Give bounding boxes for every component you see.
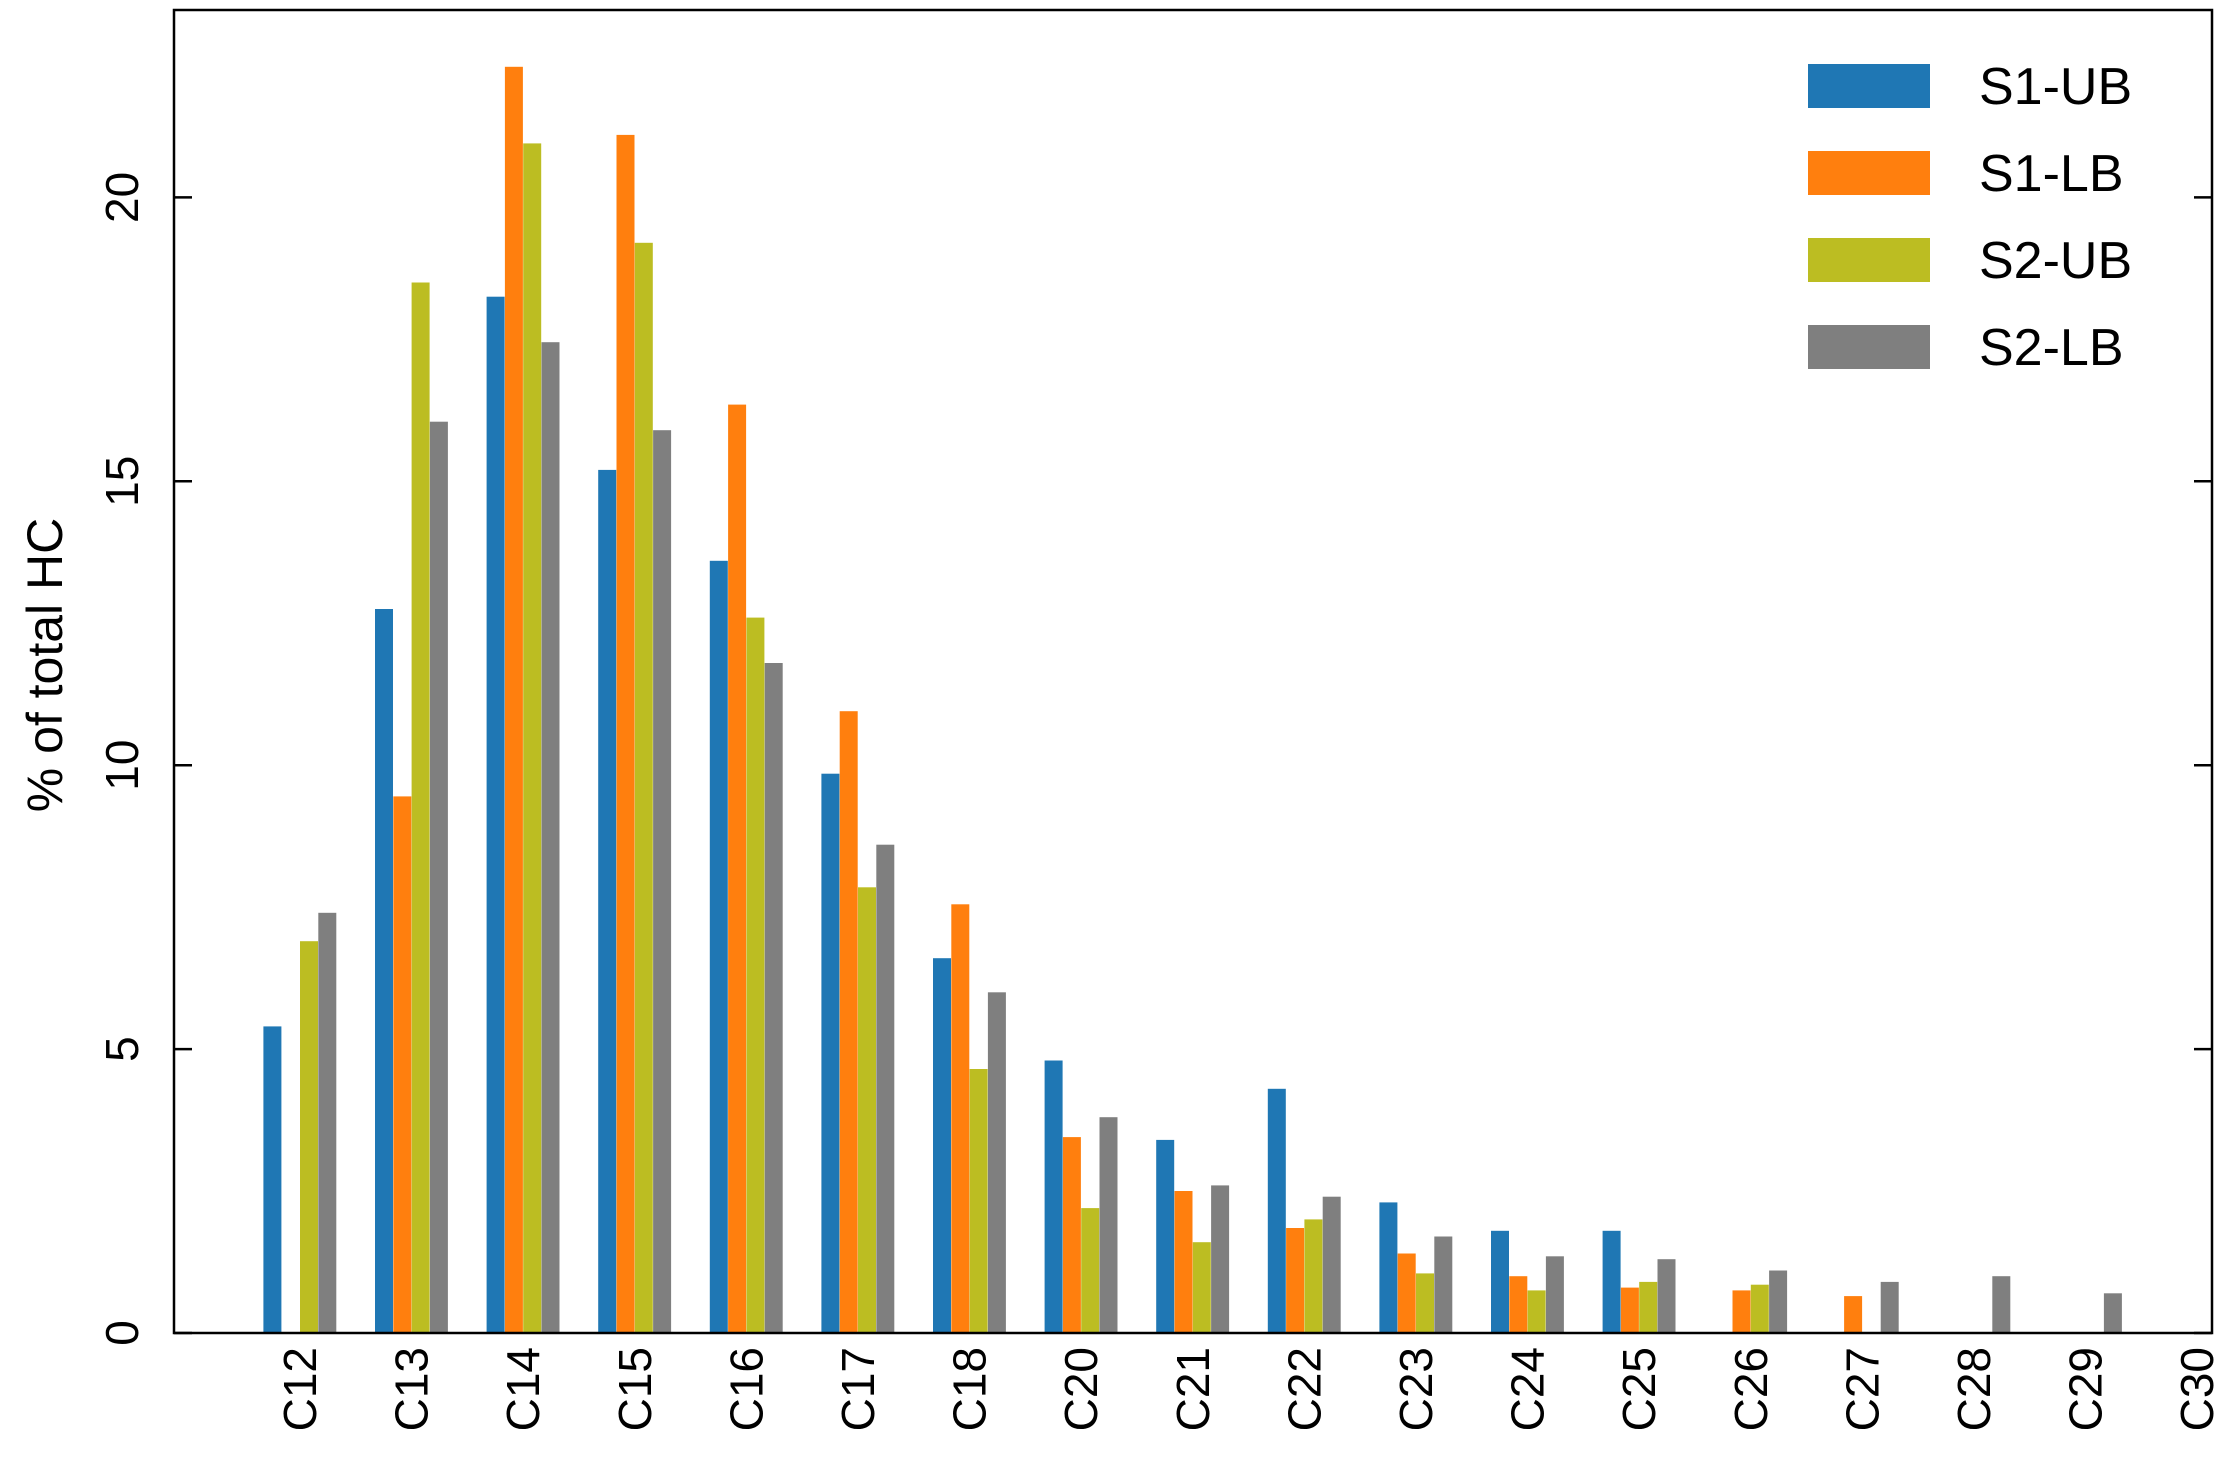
legend-label-s1-lb: S1-LB <box>1979 145 2124 203</box>
bar-s1-lb-c26 <box>1732 1290 1751 1333</box>
x-tick-label-c22: C22 <box>1278 1347 1330 1431</box>
legend-swatch-s2-ub <box>1808 238 1930 282</box>
bar-s2-ub-c14 <box>523 143 542 1333</box>
legend-label-s2-ub: S2-UB <box>1979 232 2132 290</box>
bar-s1-lb-c16 <box>728 404 747 1334</box>
x-tick-label-c28: C28 <box>1948 1347 2000 1431</box>
x-tick-label-c17: C17 <box>832 1347 884 1431</box>
bar-s1-ub-c12 <box>263 1026 282 1333</box>
axes-layer: 0 5 10 15 20 C12 C13 C14 C15 C16 C17 C18 C20 C21 C22 C2… <box>96 8 2220 1431</box>
bar-s2-lb-c14 <box>541 342 560 1333</box>
bar-s1-ub-c20 <box>1044 1060 1063 1333</box>
y-axis-label: % of total HC <box>17 518 73 813</box>
bar-s2-lb-c25 <box>1657 1259 1676 1333</box>
bar-s2-lb-c21 <box>1211 1185 1230 1333</box>
legend-swatch-s1-lb <box>1808 151 1930 195</box>
x-tick-label-c25: C25 <box>1613 1347 1665 1431</box>
bar-s2-lb-c27 <box>1880 1281 1899 1333</box>
x-tick-label-c16: C16 <box>720 1347 772 1431</box>
y-tick-label: 5 <box>96 1036 148 1062</box>
bar-s2-ub-c25 <box>1639 1281 1658 1333</box>
bar-s2-lb-c16 <box>764 663 783 1333</box>
x-tick-label-c30: C30 <box>2171 1347 2220 1431</box>
bar-s1-ub-c23 <box>1379 1202 1398 1333</box>
bar-s2-ub-c12 <box>300 941 318 1333</box>
bar-s2-ub-c18 <box>969 1069 988 1333</box>
bar-s1-ub-c25 <box>1602 1230 1621 1333</box>
x-tick-label-c24: C24 <box>1502 1347 1554 1431</box>
y-tick-label: 15 <box>96 456 148 507</box>
x-tick-label-c27: C27 <box>1836 1347 1888 1431</box>
y-tick-label: 0 <box>96 1320 148 1346</box>
bar-s1-lb-c23 <box>1397 1253 1416 1333</box>
bar-s2-lb-c13 <box>429 421 448 1333</box>
bar-s1-ub-c21 <box>1156 1139 1175 1333</box>
bar-s1-lb-c15 <box>616 134 635 1333</box>
y-tick-label: 10 <box>96 740 148 791</box>
bar-s2-lb-c26 <box>1769 1270 1788 1333</box>
bar-s1-ub-c14 <box>486 296 505 1334</box>
bar-s2-lb-c17 <box>876 844 895 1333</box>
legend-label-s1-ub: S1-UB <box>1979 58 2132 116</box>
bar-s2-ub-c22 <box>1304 1219 1323 1333</box>
bar-s1-ub-c18 <box>933 958 951 1333</box>
bar-s1-lb-c14 <box>504 66 523 1333</box>
bar-s1-lb-c24 <box>1509 1276 1528 1333</box>
bar-s1-lb-c21 <box>1174 1191 1193 1333</box>
bar-s2-lb-c24 <box>1545 1256 1564 1333</box>
bar-s2-ub-c23 <box>1416 1273 1434 1333</box>
bar-s1-lb-c18 <box>951 904 970 1333</box>
bar-s2-ub-c26 <box>1750 1284 1769 1333</box>
legend-label-s2-lb: S2-LB <box>1979 319 2124 377</box>
bar-s2-lb-c20 <box>1099 1117 1118 1333</box>
bar-s2-ub-c20 <box>1081 1208 1100 1333</box>
bar-s2-lb-c23 <box>1434 1236 1453 1333</box>
x-tick-label-c23: C23 <box>1390 1347 1442 1431</box>
bar-s2-ub-c21 <box>1192 1242 1211 1333</box>
x-tick-label-c15: C15 <box>609 1347 661 1431</box>
bar-s2-lb-c12 <box>318 912 337 1333</box>
bar-s1-ub-c24 <box>1491 1230 1509 1333</box>
bar-s1-ub-c13 <box>375 609 393 1333</box>
bar-s1-lb-c13 <box>393 796 412 1333</box>
bar-s2-ub-c17 <box>858 887 876 1333</box>
x-tick-label-c29: C29 <box>2060 1347 2112 1431</box>
bar-s1-ub-c15 <box>598 469 617 1333</box>
bar-s2-lb-c29 <box>2103 1293 2122 1333</box>
bar-s1-ub-c16 <box>709 560 728 1333</box>
bar-s2-lb-c28 <box>1992 1276 2011 1333</box>
y-tick-label: 20 <box>96 172 148 223</box>
bar-s1-lb-c25 <box>1620 1287 1639 1333</box>
bar-s2-lb-c18 <box>987 992 1006 1333</box>
bar-s2-ub-c13 <box>411 282 430 1333</box>
bar-s2-ub-c15 <box>634 242 653 1333</box>
bar-s1-ub-c22 <box>1267 1088 1286 1333</box>
bar-s1-lb-c27 <box>1844 1296 1863 1333</box>
bar-s1-lb-c17 <box>839 711 858 1333</box>
bar-s1-lb-c20 <box>1062 1137 1081 1333</box>
bar-s1-ub-c17 <box>821 773 840 1333</box>
x-tick-label-c13: C13 <box>386 1347 438 1431</box>
x-tick-label-c14: C14 <box>497 1347 549 1431</box>
bar-s2-lb-c15 <box>653 430 672 1333</box>
x-tick-label-c12: C12 <box>274 1347 326 1431</box>
x-tick-label-c20: C20 <box>1055 1347 1107 1431</box>
bar-s1-lb-c22 <box>1286 1228 1305 1333</box>
bars-layer <box>263 66 2122 1334</box>
legend: S1-UB S1-LB S2-UB S2-LB <box>1808 58 2132 377</box>
x-tick-label-c26: C26 <box>1725 1347 1777 1431</box>
x-tick-label-c18: C18 <box>944 1347 996 1431</box>
legend-swatch-s2-lb <box>1808 325 1930 369</box>
bar-s2-lb-c22 <box>1322 1196 1341 1333</box>
legend-swatch-s1-ub <box>1808 64 1930 108</box>
plot-frame <box>172 8 2214 1335</box>
x-tick-label-c21: C21 <box>1167 1347 1219 1431</box>
bar-s2-ub-c16 <box>746 617 765 1333</box>
bar-s2-ub-c24 <box>1527 1290 1546 1333</box>
